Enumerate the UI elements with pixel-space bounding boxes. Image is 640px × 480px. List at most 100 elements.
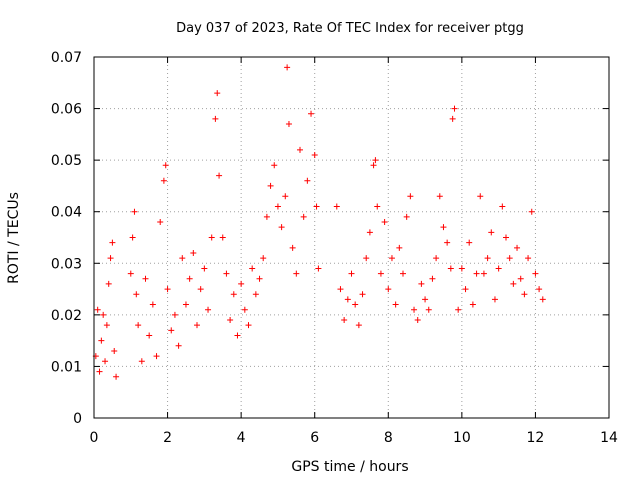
data-point: [499, 203, 506, 210]
y-tick-label: 0: [73, 411, 82, 427]
data-point: [102, 358, 109, 365]
data-point: [484, 255, 491, 262]
data-point: [422, 296, 429, 303]
data-point: [263, 213, 270, 220]
data-point: [175, 342, 182, 349]
data-point: [168, 327, 175, 334]
data-point: [473, 270, 480, 277]
data-point: [238, 280, 245, 287]
data-point: [223, 270, 230, 277]
data-point: [160, 177, 167, 184]
data-point: [436, 193, 443, 200]
plot-frame: [93, 56, 610, 419]
x-tick-label: 14: [600, 430, 618, 446]
data-point: [458, 265, 465, 272]
data-point: [271, 162, 278, 169]
data-point: [96, 368, 103, 375]
data-point: [249, 265, 256, 272]
data-point: [201, 265, 208, 272]
data-points: [92, 64, 546, 380]
data-point: [278, 224, 285, 231]
data-point: [414, 317, 421, 324]
data-point: [480, 270, 487, 277]
data-point: [425, 306, 432, 313]
data-point: [359, 291, 366, 298]
data-point: [381, 219, 388, 226]
x-tick-label: 8: [384, 430, 393, 446]
data-point: [171, 311, 178, 318]
data-point: [103, 322, 110, 329]
data-point: [477, 193, 484, 200]
data-point: [488, 229, 495, 236]
data-point: [194, 322, 200, 329]
data-point: [447, 265, 454, 272]
data-point: [451, 105, 458, 112]
data-point: [495, 265, 502, 272]
data-point: [388, 255, 395, 262]
data-point: [433, 255, 440, 262]
data-point: [138, 358, 145, 365]
x-tick-label: 10: [453, 430, 471, 446]
data-point: [162, 162, 169, 169]
data-point: [385, 286, 392, 293]
data-point: [400, 270, 406, 277]
data-point: [182, 301, 189, 308]
data-point: [285, 121, 292, 128]
data-point: [300, 213, 307, 220]
data-point: [344, 296, 351, 303]
data-point: [129, 234, 136, 241]
data-point: [149, 301, 156, 308]
data-point: [153, 353, 160, 360]
data-point: [374, 203, 381, 210]
data-point: [491, 296, 498, 303]
x-tick-label: 2: [163, 430, 172, 446]
data-point: [105, 280, 112, 287]
data-point: [444, 239, 451, 246]
data-point: [514, 244, 521, 251]
data-point: [503, 234, 509, 241]
data-point: [539, 296, 546, 303]
data-point: [337, 286, 344, 293]
data-point: [341, 317, 348, 324]
y-tick-label: 0.06: [51, 102, 82, 118]
y-axis-ticks: 0 0.01 0.02 0.03 0.04 0.05 0.06 0.07: [51, 50, 609, 427]
data-point: [418, 280, 425, 287]
data-point: [256, 275, 263, 282]
data-point: [113, 373, 120, 380]
grid-lines: [94, 57, 609, 418]
data-point: [536, 286, 543, 293]
data-point: [308, 110, 315, 117]
data-point: [449, 115, 456, 122]
data-point: [304, 177, 311, 184]
data-point: [284, 64, 291, 71]
y-tick-label: 0.07: [51, 50, 82, 66]
data-point: [131, 208, 138, 215]
data-point: [355, 322, 362, 329]
data-point: [517, 275, 524, 282]
data-point: [100, 311, 107, 318]
data-point: [289, 244, 296, 251]
y-tick-label: 0.04: [51, 205, 82, 221]
data-point: [216, 172, 223, 179]
data-point: [135, 322, 142, 329]
data-point: [440, 224, 447, 231]
x-axis-ticks: 0 2 4 6 8 10 12 14: [90, 57, 618, 446]
data-point: [372, 157, 379, 164]
data-point: [245, 322, 252, 329]
data-point: [205, 306, 212, 313]
y-tick-label: 0.03: [51, 256, 82, 272]
data-point: [219, 234, 226, 241]
data-point: [396, 244, 403, 251]
data-point: [352, 301, 359, 308]
data-point: [528, 208, 535, 215]
data-point: [197, 286, 204, 293]
data-point: [127, 270, 134, 277]
data-point: [109, 239, 116, 246]
data-point: [313, 203, 320, 210]
y-tick-label: 0.05: [51, 153, 82, 169]
x-tick-label: 4: [237, 430, 246, 446]
data-point: [521, 291, 528, 298]
data-point: [366, 229, 373, 236]
data-point: [98, 337, 105, 344]
data-point: [311, 151, 318, 158]
